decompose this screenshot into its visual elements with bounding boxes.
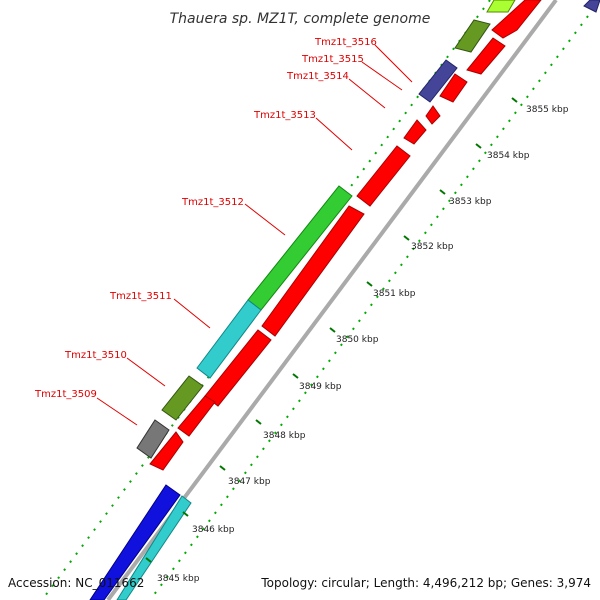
gene-label-3509: Tmz1t_3509 bbox=[34, 389, 97, 400]
tick-label-3851: 3851 kbp bbox=[373, 289, 416, 299]
tick-label-3847: 3847 kbp bbox=[228, 477, 271, 487]
tick-mark-3853 bbox=[439, 189, 446, 195]
leader-3510 bbox=[126, 357, 166, 387]
tick-label-3854: 3854 kbp bbox=[487, 151, 530, 161]
tick-mark-3851 bbox=[366, 281, 373, 287]
tick-mark-3846 bbox=[182, 511, 189, 517]
tick-mark-3848 bbox=[255, 419, 262, 425]
gene-red-7 bbox=[261, 205, 365, 337]
leader-3516 bbox=[374, 44, 413, 83]
leader-3514 bbox=[348, 78, 386, 109]
gene-block-cyan bbox=[196, 299, 262, 379]
gene-label-3515: Tmz1t_3515 bbox=[301, 54, 364, 65]
leader-3515 bbox=[361, 61, 403, 91]
gene-red-6 bbox=[356, 145, 411, 207]
gene-block-lime bbox=[486, 0, 516, 13]
accession-text: Accession: NC_011662 bbox=[8, 576, 144, 590]
tick-label-3852: 3852 kbp bbox=[411, 242, 454, 252]
genome-summary-text: Topology: circular; Length: 4,496,212 bp… bbox=[260, 576, 591, 590]
leader-3511 bbox=[173, 298, 211, 329]
gene-label-3516: Tmz1t_3516 bbox=[314, 37, 377, 48]
gene-red-5 bbox=[403, 119, 427, 145]
gene-label-3511: Tmz1t_3511 bbox=[109, 291, 172, 302]
tick-label-3845: 3845 kbp bbox=[157, 574, 200, 584]
gene-block-navy-top bbox=[418, 59, 458, 103]
gene-labels: Tmz1t_3516 Tmz1t_3515 Tmz1t_3514 Tmz1t_3… bbox=[34, 37, 377, 400]
gene-red-3 bbox=[439, 73, 468, 103]
tick-mark-3855 bbox=[511, 97, 518, 103]
gene-block-olive bbox=[161, 375, 204, 421]
tick-label-3846: 3846 kbp bbox=[192, 525, 235, 535]
tick-mark-3854 bbox=[475, 143, 482, 149]
gene-label-3513: Tmz1t_3513 bbox=[253, 110, 316, 121]
gene-block-gray bbox=[136, 419, 170, 459]
gene-label-3512: Tmz1t_3512 bbox=[181, 197, 244, 208]
tick-mark-3849 bbox=[292, 373, 299, 379]
gene-block-teal bbox=[116, 495, 192, 600]
gene-red-10 bbox=[149, 431, 184, 471]
gene-features bbox=[89, 0, 600, 600]
gene-red-8 bbox=[204, 329, 272, 407]
inner-dotted-guide bbox=[149, 0, 600, 600]
tick-label-3850: 3850 kbp bbox=[336, 335, 379, 345]
gene-red-2 bbox=[466, 37, 506, 75]
gene-label-leaders bbox=[96, 44, 413, 426]
tick-mark-3845 bbox=[145, 557, 152, 563]
tick-mark-3852 bbox=[403, 235, 410, 241]
gene-label-3514: Tmz1t_3514 bbox=[286, 71, 349, 82]
gene-block-navy-corner bbox=[583, 0, 600, 13]
tick-mark-3847 bbox=[219, 465, 226, 471]
scale-ticks bbox=[145, 97, 518, 563]
gene-block-olive-top bbox=[454, 19, 491, 53]
leader-3513 bbox=[315, 117, 353, 151]
tick-mark-3850 bbox=[329, 327, 336, 333]
gene-red-4 bbox=[425, 105, 441, 125]
tick-label-3853: 3853 kbp bbox=[449, 197, 492, 207]
gene-label-3510: Tmz1t_3510 bbox=[64, 350, 127, 361]
scale-tick-labels: 3855 kbp 3854 kbp 3853 kbp 3852 kbp 3851… bbox=[157, 105, 569, 584]
tick-label-3849: 3849 kbp bbox=[299, 382, 342, 392]
tick-label-3848: 3848 kbp bbox=[263, 431, 306, 441]
map-title: Thauera sp. MZ1T, complete genome bbox=[170, 11, 431, 27]
gene-red-1 bbox=[491, 0, 542, 39]
leader-3512 bbox=[244, 203, 286, 236]
tick-label-3855: 3855 kbp bbox=[526, 105, 569, 115]
leader-3509 bbox=[96, 397, 138, 426]
gene-block-blue bbox=[89, 484, 181, 600]
gene-red-9 bbox=[177, 395, 216, 437]
